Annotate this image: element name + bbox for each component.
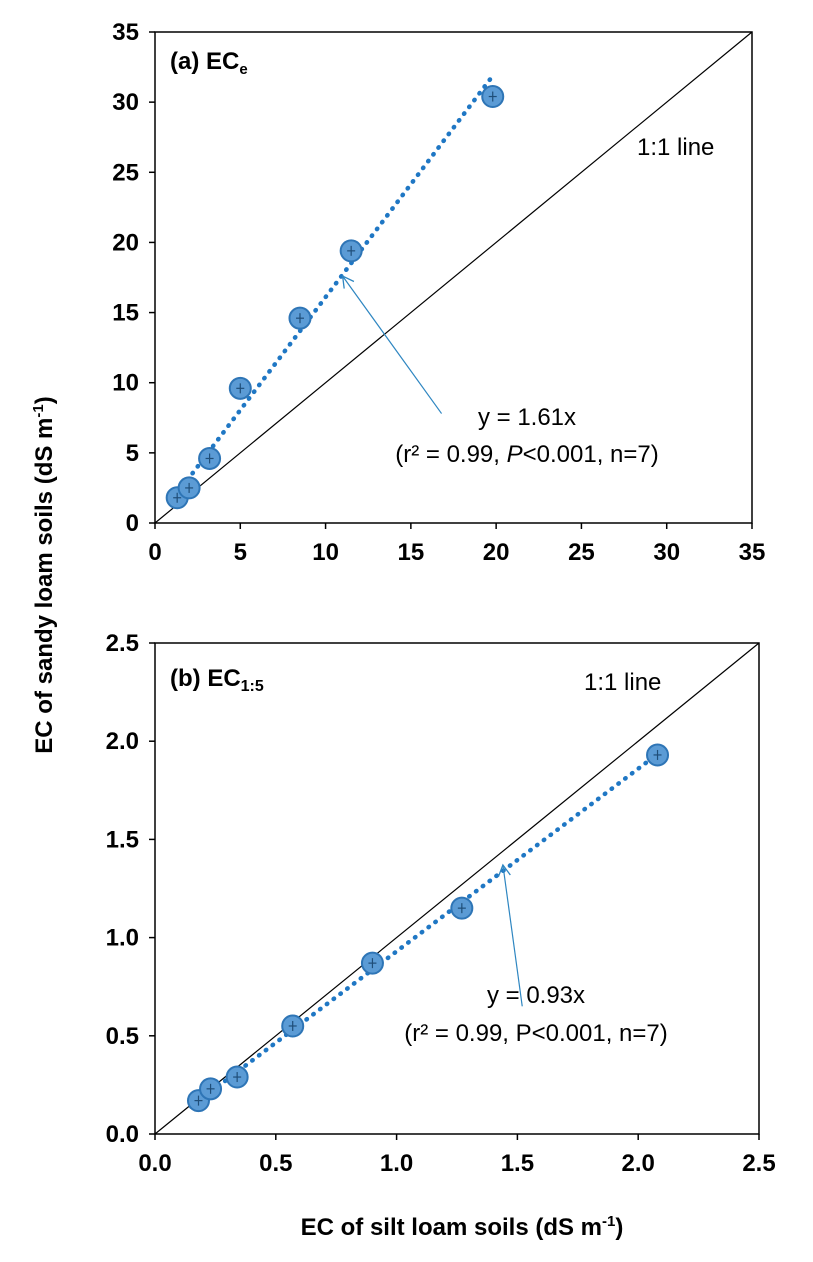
data-point	[339, 239, 363, 263]
trendline-a	[169, 73, 495, 503]
panel-b: 0.0 0.5 1.0 1.5 2.0 2.5 0.0 0.5 1.0 1.5 2.0 2.5 (b)…	[106, 630, 776, 1177]
y-tick-label: 1.0	[106, 925, 139, 952]
data-point	[360, 951, 384, 975]
stats-a: (r² = 0.99, P<0.001, n=7)	[395, 441, 659, 468]
x-tick-label: 30	[653, 539, 680, 566]
equation-b: y = 0.93x	[487, 982, 585, 1009]
x-tick-label: 0.5	[259, 1150, 292, 1177]
data-point	[646, 743, 670, 767]
y-tick-label: 1.5	[106, 826, 139, 853]
y-tick-label: 15	[112, 300, 139, 327]
one-to-one-line-b	[154, 642, 760, 1135]
x-tick-label: 1.0	[380, 1150, 413, 1177]
y-tick-label: 0.0	[106, 1121, 139, 1148]
stats-b: (r² = 0.99, P<0.001, n=7)	[404, 1020, 668, 1047]
ticks-a: 0 5 10 15 20 25 30 35 0 5 10 15 20 25 30 35	[112, 19, 765, 566]
x-tick-label: 25	[568, 539, 595, 566]
y-tick-label: 5	[126, 440, 139, 467]
one-to-one-label-a: 1:1 line	[637, 134, 714, 161]
y-tick-label: 25	[112, 159, 139, 186]
points-b	[186, 743, 670, 1113]
x-tick-label: 10	[312, 539, 339, 566]
points-a	[165, 85, 505, 510]
x-tick-label: 15	[398, 539, 425, 566]
ticks-b: 0.0 0.5 1.0 1.5 2.0 2.5 0.0 0.5 1.0 1.5 2.0 2.5	[106, 630, 776, 1177]
panel-label-b: (b) EC1:5	[170, 665, 264, 695]
y-tick-label: 20	[112, 229, 139, 256]
x-tick-label: 1.5	[501, 1150, 534, 1177]
panel-label-a: (a) ECe	[170, 48, 248, 78]
data-point	[225, 1065, 249, 1089]
annotation-arrow-a	[341, 274, 443, 414]
x-tick-label: 2.0	[622, 1150, 655, 1177]
y-tick-label: 35	[112, 19, 139, 46]
one-to-one-label-b: 1:1 line	[584, 669, 661, 696]
x-tick-label: 5	[234, 539, 247, 566]
x-axis-title: EC of silt loam soils (dS m-1)	[301, 1213, 624, 1241]
y-tick-label: 2.5	[106, 630, 139, 657]
x-tick-label: 20	[483, 539, 510, 566]
data-point	[281, 1014, 305, 1038]
x-tick-label: 0.0	[138, 1150, 171, 1177]
annotation-arrow-b	[497, 863, 523, 1007]
data-point	[288, 306, 312, 330]
y-tick-label: 0.5	[106, 1023, 139, 1050]
plot-frame-b	[154, 642, 760, 1135]
data-point	[177, 476, 201, 500]
y-tick-label: 10	[112, 370, 139, 397]
trendline-b	[188, 751, 660, 1109]
panel-a: 0 5 10 15 20 25 30 35 0 5 10 15 20 25 30 35 (a) ECe 1:1…	[112, 19, 765, 566]
data-point	[228, 376, 252, 400]
plot-frame-a	[154, 31, 753, 524]
y-axis-title: EC of sandy loam soils (dS m-1)	[30, 396, 58, 753]
data-point	[450, 896, 474, 920]
data-point	[198, 446, 222, 470]
data-point	[481, 85, 505, 109]
x-tick-label: 2.5	[742, 1150, 775, 1177]
x-tick-label: 0	[148, 539, 161, 566]
data-point	[199, 1077, 223, 1101]
equation-a: y = 1.61x	[478, 404, 576, 431]
one-to-one-line-a	[154, 31, 753, 524]
x-tick-label: 35	[739, 539, 766, 566]
y-tick-label: 2.0	[106, 728, 139, 755]
y-tick-label: 0	[126, 510, 139, 537]
y-tick-label: 30	[112, 89, 139, 116]
